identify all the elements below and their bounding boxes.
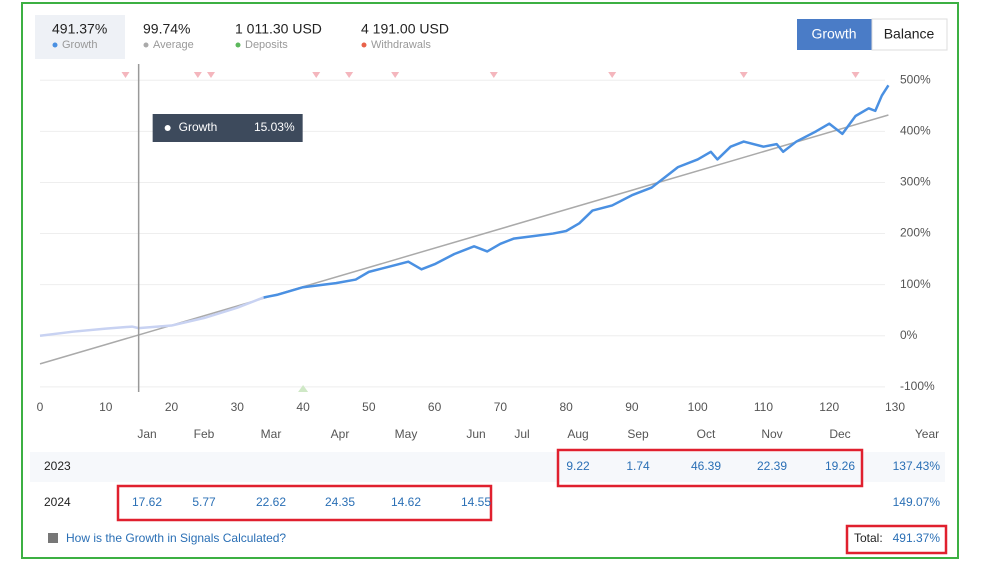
month-value: 1.74 [626, 459, 650, 473]
total-value: 491.37% [893, 531, 941, 545]
withdrawal-marker [312, 72, 321, 78]
y-tick-label: 200% [900, 226, 931, 240]
x-tick-label: 80 [559, 400, 573, 414]
x-tick-label: 30 [231, 400, 245, 414]
y-tick-label: 300% [900, 175, 931, 189]
month-label: Jun [466, 427, 485, 441]
month-value: 5.77 [192, 495, 216, 509]
stat-value: 491.37% [52, 21, 107, 37]
year-label: 2023 [44, 459, 71, 473]
year-total: 149.07% [893, 495, 941, 509]
month-label: Year [915, 427, 939, 441]
x-tick-label: 130 [885, 400, 905, 414]
stat-label: Average [153, 39, 194, 51]
month-label: Aug [567, 427, 588, 441]
withdrawal-marker [207, 72, 215, 78]
stat-value: 1 011.30 USD [235, 21, 322, 37]
x-tick-label: 120 [819, 400, 839, 414]
month-label: Nov [761, 427, 782, 441]
legend-dot [361, 42, 367, 48]
month-label: Dec [829, 427, 850, 441]
withdrawal-marker [121, 72, 130, 78]
month-value: 22.39 [757, 459, 787, 473]
deposit-marker [298, 385, 309, 392]
growth-button[interactable] [797, 19, 872, 50]
month-label: May [395, 427, 418, 441]
month-value: 17.62 [132, 495, 162, 509]
total-label: Total: [854, 531, 883, 545]
month-label: Oct [697, 427, 716, 441]
y-tick-label: 100% [900, 277, 931, 291]
x-tick-label: 110 [754, 400, 773, 414]
month-label: Apr [331, 427, 350, 441]
y-tick-label: 0% [900, 328, 918, 342]
growth-line [263, 84, 890, 299]
x-tick-label: 40 [296, 400, 310, 414]
legend-dot [235, 42, 241, 48]
stat-label: Deposits [245, 39, 288, 51]
withdrawal-marker [345, 72, 354, 78]
stat-value: 4 191.00 USD [361, 21, 449, 37]
legend-dot [143, 42, 149, 48]
x-tick-label: 0 [37, 400, 44, 414]
month-label: Feb [194, 427, 215, 441]
year-total: 137.43% [893, 459, 941, 473]
stat-label: Withdrawals [371, 39, 431, 51]
month-label: Jan [137, 427, 156, 441]
highlight-box [556, 448, 864, 488]
withdrawal-marker [391, 72, 400, 78]
tooltip-label: Growth [179, 120, 218, 134]
y-tick-label: -100% [900, 379, 935, 393]
y-tick-label: 500% [900, 72, 931, 86]
button-label[interactable]: Growth [811, 26, 856, 42]
x-tick-label: 90 [625, 400, 639, 414]
x-tick-label: 10 [99, 400, 113, 414]
x-tick-label: 70 [494, 400, 508, 414]
month-value: 22.62 [256, 495, 286, 509]
x-tick-label: 60 [428, 400, 442, 414]
stat-value: 99.74% [143, 21, 190, 37]
x-tick-label: 50 [362, 400, 376, 414]
stat-label: Growth [62, 39, 97, 51]
month-label: Sep [627, 427, 649, 441]
withdrawal-marker [193, 72, 202, 78]
year-label: 2024 [44, 495, 71, 509]
x-tick-label: 20 [165, 400, 179, 414]
legend-dot [52, 42, 58, 48]
highlight-box [116, 484, 493, 522]
y-tick-label: 400% [900, 124, 931, 138]
month-value: 19.26 [825, 459, 855, 473]
withdrawal-marker [851, 72, 860, 78]
highlight-box [845, 524, 948, 555]
tooltip-value: 15.03% [254, 120, 295, 134]
tooltip-dot [164, 125, 171, 131]
active-stat-bg [35, 15, 125, 59]
withdrawal-marker [608, 72, 617, 78]
tooltip [152, 114, 303, 142]
month-value: 9.22 [566, 459, 590, 473]
icon [48, 533, 58, 543]
month-value: 14.62 [391, 495, 421, 509]
month-value: 24.35 [325, 495, 355, 509]
row-band [30, 452, 945, 482]
month-value: 14.55 [461, 495, 491, 509]
month-value: 46.39 [691, 459, 721, 473]
button-label[interactable]: Balance [884, 26, 935, 42]
withdrawal-marker [489, 72, 498, 78]
help-link[interactable]: How is the Growth in Signals Calculated? [66, 531, 286, 545]
balance-button[interactable] [871, 18, 948, 51]
x-tick-label: 100 [688, 400, 708, 414]
month-label: Jul [514, 427, 529, 441]
withdrawal-marker [739, 72, 748, 78]
month-label: Mar [261, 427, 282, 441]
